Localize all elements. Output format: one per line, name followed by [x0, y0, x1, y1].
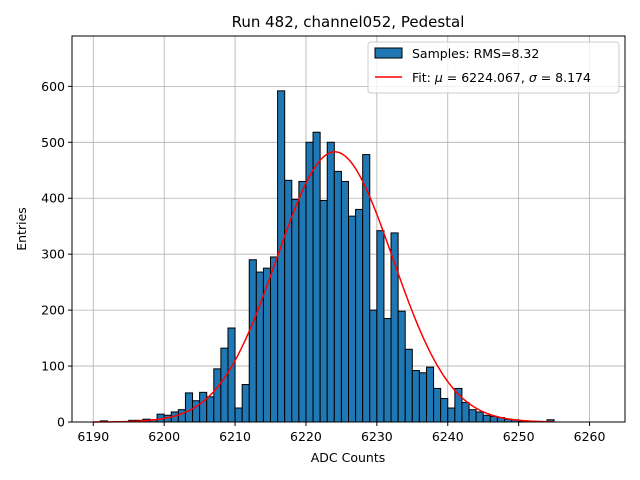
x-axis-title: ADC Counts: [311, 450, 386, 465]
x-tick-label: 6200: [148, 429, 180, 444]
legend-label-fit: Fit: μ = 6224.067, σ = 8.174: [412, 70, 591, 85]
histogram-bar: [475, 411, 484, 423]
x-tick-label: 6190: [77, 429, 109, 444]
y-tick-label: 500: [41, 135, 65, 150]
legend-label-samples: Samples: RMS=8.32: [412, 46, 539, 61]
x-tick-label: 6240: [432, 429, 464, 444]
y-tick-label: 400: [41, 191, 65, 206]
histogram-bar: [461, 401, 470, 423]
histogram-bar: [192, 400, 201, 423]
y-tick-label: 200: [41, 303, 65, 318]
histogram-bar: [411, 370, 420, 423]
histogram-bar: [291, 198, 300, 423]
histogram-bar: [348, 215, 357, 423]
plot-frame: [71, 35, 626, 423]
x-axis-ticks: 6190 6200 6210 6220 6230 6240 6250 6260: [77, 422, 606, 444]
histogram-bar: [319, 199, 328, 423]
y-tick-label: 0: [57, 415, 65, 430]
histogram-bar: [220, 347, 229, 423]
histogram-bar: [213, 368, 222, 423]
histogram-bar: [369, 309, 378, 423]
histogram-bar: [326, 141, 335, 423]
histogram-bar: [355, 208, 364, 423]
histogram-bar: [241, 384, 250, 423]
y-tick-label: 600: [41, 79, 65, 94]
histogram-bar: [305, 141, 314, 423]
chart-title: Run 482, channel052, Pedestal: [232, 13, 465, 31]
histogram-bar: [482, 414, 491, 423]
histogram-bars: [99, 90, 555, 423]
histogram-bar: [440, 398, 449, 423]
y-axis-title: Entries: [14, 207, 29, 251]
histogram-bar: [312, 131, 321, 423]
histogram-bar: [376, 230, 385, 423]
histogram-bar: [206, 396, 215, 423]
legend-box: [367, 41, 620, 94]
histogram-bar: [418, 372, 427, 423]
histogram-bar: [425, 366, 435, 423]
x-tick-label: 6260: [574, 429, 606, 444]
fit-curve: [93, 151, 555, 423]
legend: Samples: RMS=8.32 Fit: μ = 6224.067, σ =…: [367, 41, 620, 94]
histogram-bar: [234, 407, 243, 423]
histogram-bar: [227, 327, 236, 423]
histogram-bar: [298, 180, 307, 423]
histogram-bar: [184, 392, 194, 423]
histogram-bar: [383, 318, 392, 423]
histogram-bar: [199, 391, 208, 423]
x-tick-label: 6220: [290, 429, 322, 444]
histogram-bar: [270, 256, 279, 423]
histogram-bar: [340, 180, 349, 423]
legend-swatch-histogram: [374, 47, 403, 59]
x-tick-label: 6230: [361, 429, 393, 444]
histogram-bar: [255, 271, 264, 423]
x-tick-label: 6250: [503, 429, 535, 444]
histogram-bar: [489, 415, 498, 423]
histogram-bar: [447, 407, 456, 423]
histogram-bar: [404, 348, 413, 423]
y-tick-label: 300: [41, 247, 65, 262]
histogram-bar: [333, 170, 342, 423]
x-tick-label: 6210: [219, 429, 251, 444]
histogram-bar: [433, 387, 442, 423]
y-tick-label: 100: [41, 359, 65, 374]
histogram-bar: [248, 259, 257, 423]
y-axis-ticks: 0 100 200 300 400 500 600: [41, 79, 72, 430]
histogram-bar: [177, 409, 186, 423]
histogram-bar: [468, 409, 477, 423]
histogram-bar: [277, 90, 286, 423]
histogram-bar: [397, 310, 406, 423]
histogram-bar: [284, 179, 293, 423]
